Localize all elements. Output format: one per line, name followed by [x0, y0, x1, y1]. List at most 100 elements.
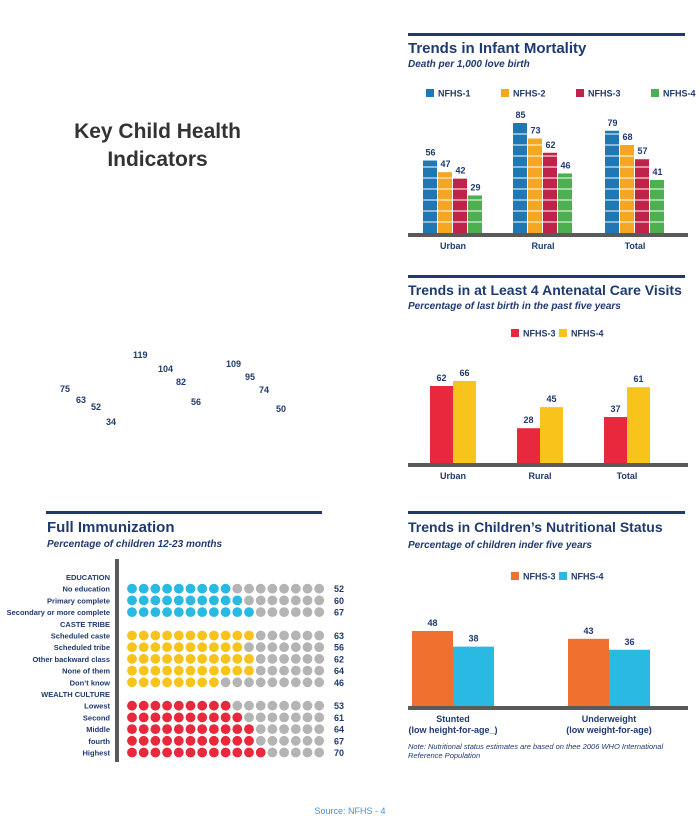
dot	[244, 677, 254, 688]
bar	[604, 417, 627, 463]
row-value: 61	[334, 713, 344, 723]
dot	[209, 747, 219, 758]
data-label: 79	[607, 118, 617, 128]
dot	[279, 665, 289, 676]
dot	[267, 747, 278, 758]
data-label: 85	[515, 110, 525, 120]
dot	[302, 654, 313, 664]
bar	[528, 138, 543, 233]
dot	[138, 724, 149, 734]
dot	[255, 654, 266, 664]
dot	[185, 630, 196, 641]
legend-label-3: NFHS-4	[663, 89, 696, 99]
group-heading: EDUCATION	[66, 573, 110, 582]
legend-swatch-0	[511, 329, 519, 337]
full-immunization-chart: EDUCATION No education 52 Primary complete 6…	[7, 559, 344, 762]
row-label: fourth	[88, 737, 110, 746]
dot	[244, 665, 254, 676]
dot	[197, 607, 208, 617]
nutri-subtitle: Percentage of children inder five years	[408, 540, 592, 551]
dot	[244, 747, 254, 758]
dot	[127, 595, 137, 606]
dot	[302, 700, 313, 711]
dot	[302, 665, 313, 676]
orphan-label: 119	[133, 350, 148, 360]
dot	[314, 747, 325, 758]
dot	[314, 607, 325, 617]
dot	[255, 724, 266, 734]
dot	[173, 735, 184, 746]
legend-label-0: NFHS-3	[523, 572, 556, 582]
dot	[314, 677, 325, 688]
bar	[605, 130, 620, 233]
dot	[162, 712, 173, 723]
category-label: (low height-for-age_)	[409, 725, 498, 735]
imm-title: Full Immunization	[47, 519, 175, 536]
orphan-label: 82	[176, 377, 186, 387]
dot	[209, 583, 219, 594]
dot	[209, 735, 219, 746]
legend-swatch-1	[501, 89, 509, 97]
dot	[255, 665, 266, 676]
data-label: 43	[583, 626, 593, 636]
legend-label-1: NFHS-2	[513, 89, 546, 99]
source-note: Source: NFHS - 4	[314, 806, 386, 816]
dot	[232, 654, 243, 664]
dot	[150, 665, 161, 676]
main-title-line1: Key Child Health	[74, 120, 241, 143]
category-label: Total	[617, 471, 638, 481]
dot	[244, 630, 254, 641]
orphan-label: 104	[158, 364, 173, 374]
bar	[568, 638, 609, 706]
dot	[314, 712, 325, 723]
dot	[197, 700, 208, 711]
bar	[558, 173, 573, 233]
dot	[185, 642, 196, 653]
group-heading: WEALTH CULTURE	[41, 690, 110, 699]
dot	[255, 607, 266, 617]
infant-mortality-chart: NFHS-1 NFHS-2 NFHS-3 NFHS-4 56 47 42 29 Urban 85 7…	[408, 89, 696, 251]
legend-swatch-0	[511, 572, 519, 580]
bar	[430, 385, 453, 463]
dot	[162, 630, 173, 641]
dot	[150, 724, 161, 734]
dot	[314, 583, 325, 594]
dot	[173, 630, 184, 641]
row-value: 46	[334, 678, 344, 688]
dot	[232, 712, 243, 723]
data-label: 66	[459, 368, 469, 378]
dot	[162, 642, 173, 653]
dot	[232, 700, 243, 711]
dot	[150, 677, 161, 688]
legend-swatch-1	[559, 572, 567, 580]
row-label: None of them	[62, 667, 110, 676]
dot	[138, 642, 149, 653]
dot	[150, 654, 161, 664]
dot	[127, 700, 137, 711]
dot	[302, 607, 313, 617]
dot	[209, 677, 219, 688]
dot	[244, 735, 254, 746]
dot	[127, 712, 137, 723]
dot	[255, 747, 266, 758]
dot	[162, 677, 173, 688]
dot	[267, 700, 278, 711]
dot	[220, 665, 231, 676]
dot	[209, 654, 219, 664]
dot	[209, 712, 219, 723]
dot	[279, 747, 289, 758]
dot	[232, 665, 243, 676]
dot	[279, 654, 289, 664]
bar	[412, 631, 453, 706]
dot	[197, 583, 208, 594]
dot	[267, 595, 278, 606]
x-axis	[408, 233, 688, 237]
dot	[244, 724, 254, 734]
row-value: 63	[334, 631, 344, 641]
dot	[232, 595, 243, 606]
data-label: 56	[425, 148, 435, 158]
dot	[173, 700, 184, 711]
dot	[302, 595, 313, 606]
dot	[209, 595, 219, 606]
dot	[302, 630, 313, 641]
